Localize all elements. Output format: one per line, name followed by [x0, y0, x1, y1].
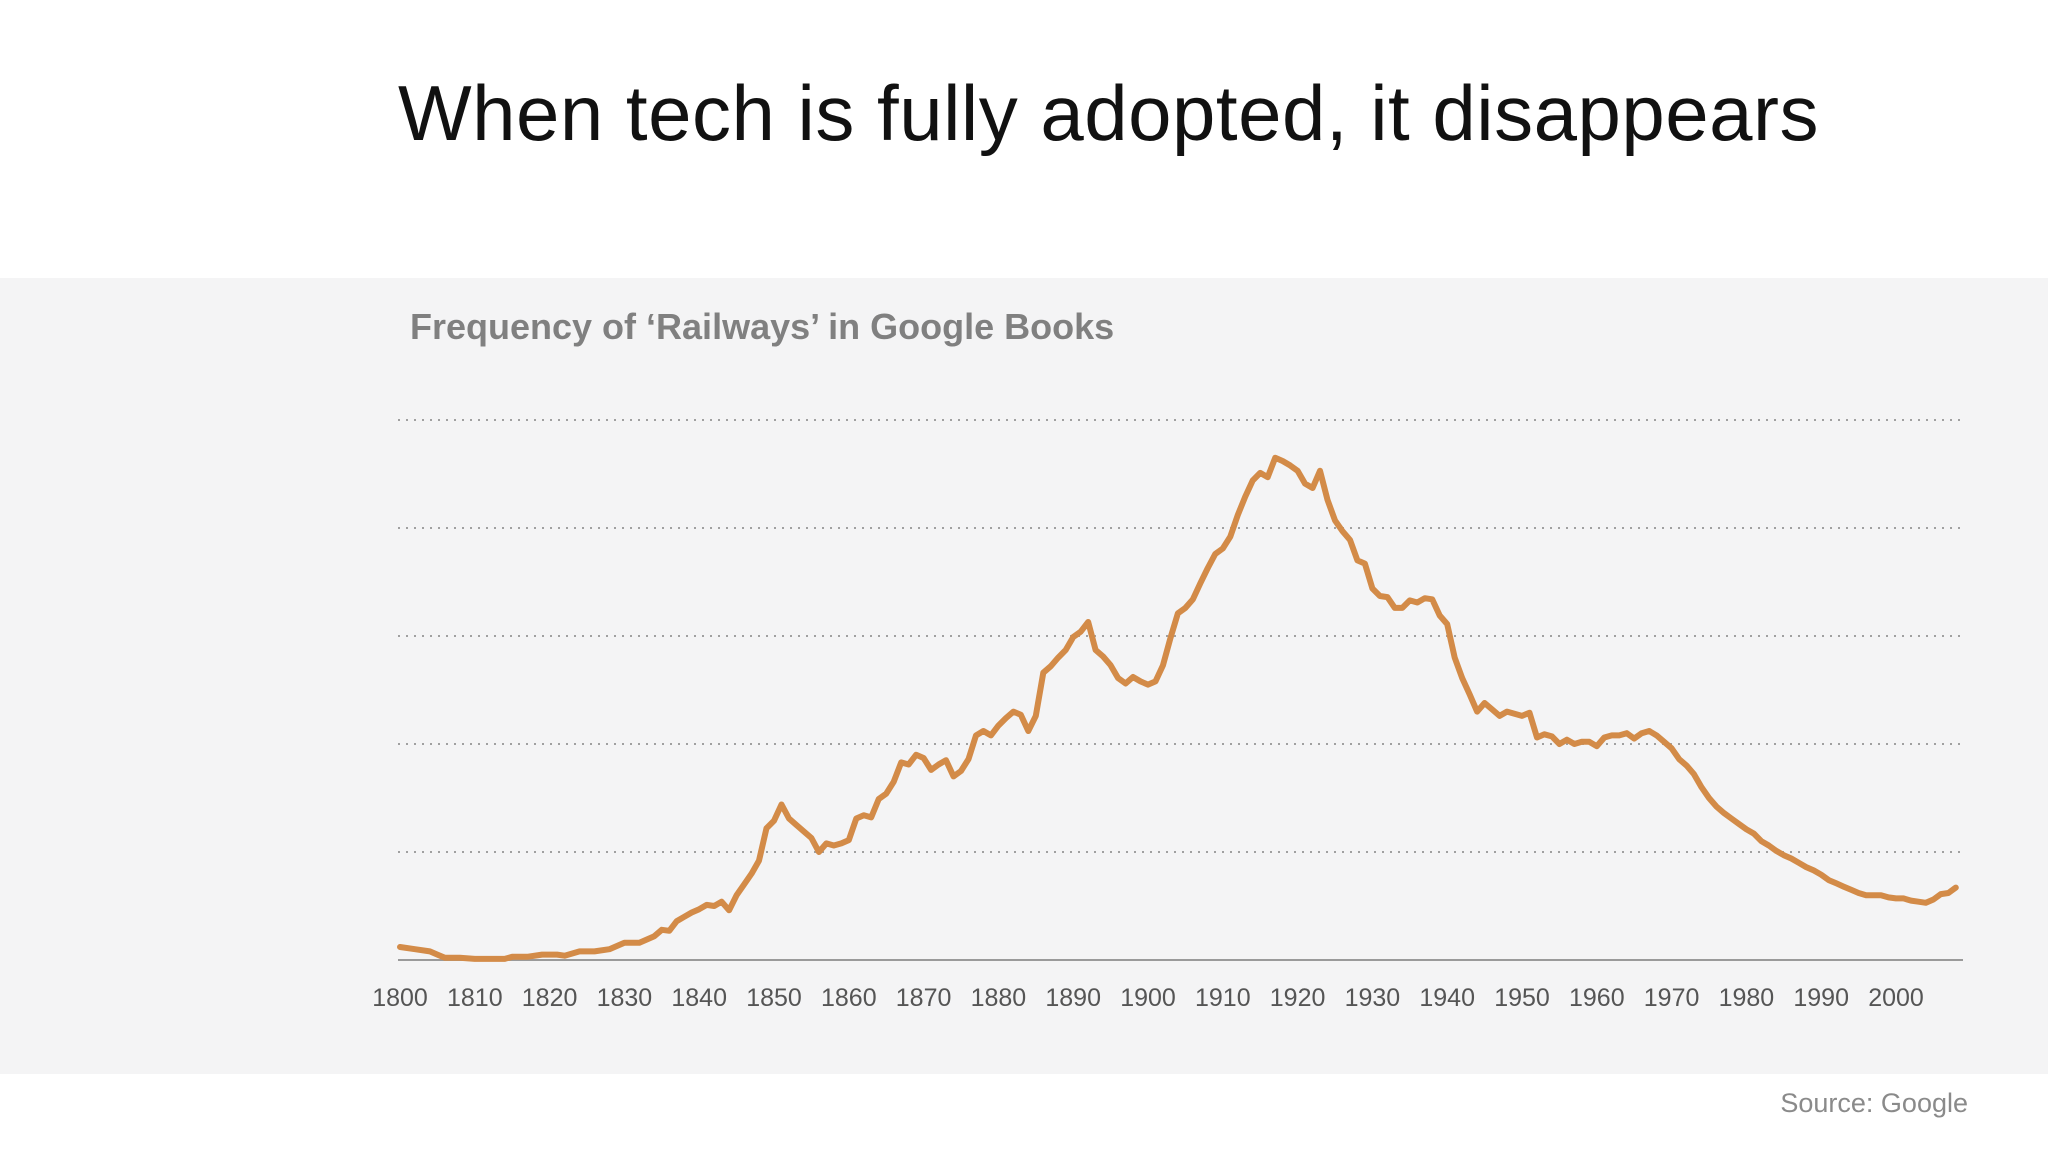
x-tick-label-1910: 1910 [1195, 984, 1251, 1012]
x-tick-label-1890: 1890 [1045, 984, 1101, 1012]
x-tick-label-1970: 1970 [1644, 984, 1700, 1012]
gridlines [398, 419, 1963, 853]
x-tick-label-1930: 1930 [1345, 984, 1401, 1012]
chart-title: Frequency of ‘Railways’ in Google Books [410, 306, 1115, 347]
x-tick-label-1960: 1960 [1569, 984, 1625, 1012]
railways-frequency-line [397, 454, 1959, 962]
x-tick-label-1870: 1870 [896, 984, 952, 1012]
x-tick-label-1880: 1880 [971, 984, 1027, 1012]
x-tick-label-2000: 2000 [1868, 984, 1924, 1012]
x-tick-label-1920: 1920 [1270, 984, 1326, 1012]
x-tick-label-1990: 1990 [1793, 984, 1849, 1012]
x-tick-label-1860: 1860 [821, 984, 877, 1012]
x-tick-label-1810: 1810 [447, 984, 503, 1012]
chart-panel [0, 278, 2048, 1074]
source-credit: Source: Google [1780, 1088, 1968, 1118]
x-tick-label-1830: 1830 [597, 984, 653, 1012]
x-tick-label-1950: 1950 [1494, 984, 1550, 1012]
x-tick-label-1940: 1940 [1419, 984, 1475, 1012]
x-tick-label-1980: 1980 [1719, 984, 1775, 1012]
x-tick-label-1840: 1840 [671, 984, 727, 1012]
x-tick-label-1850: 1850 [746, 984, 802, 1012]
x-tick-label-1820: 1820 [522, 984, 578, 1012]
x-tick-label-1900: 1900 [1120, 984, 1176, 1012]
x-tick-label-1800: 1800 [372, 984, 428, 1012]
x-axis-tick-labels: 1800 1810 1820 1830 1840 1850 1860 1870 1880 1890… [372, 984, 1924, 1012]
slide-title: When tech is fully adopted, it disappear… [398, 69, 1819, 157]
